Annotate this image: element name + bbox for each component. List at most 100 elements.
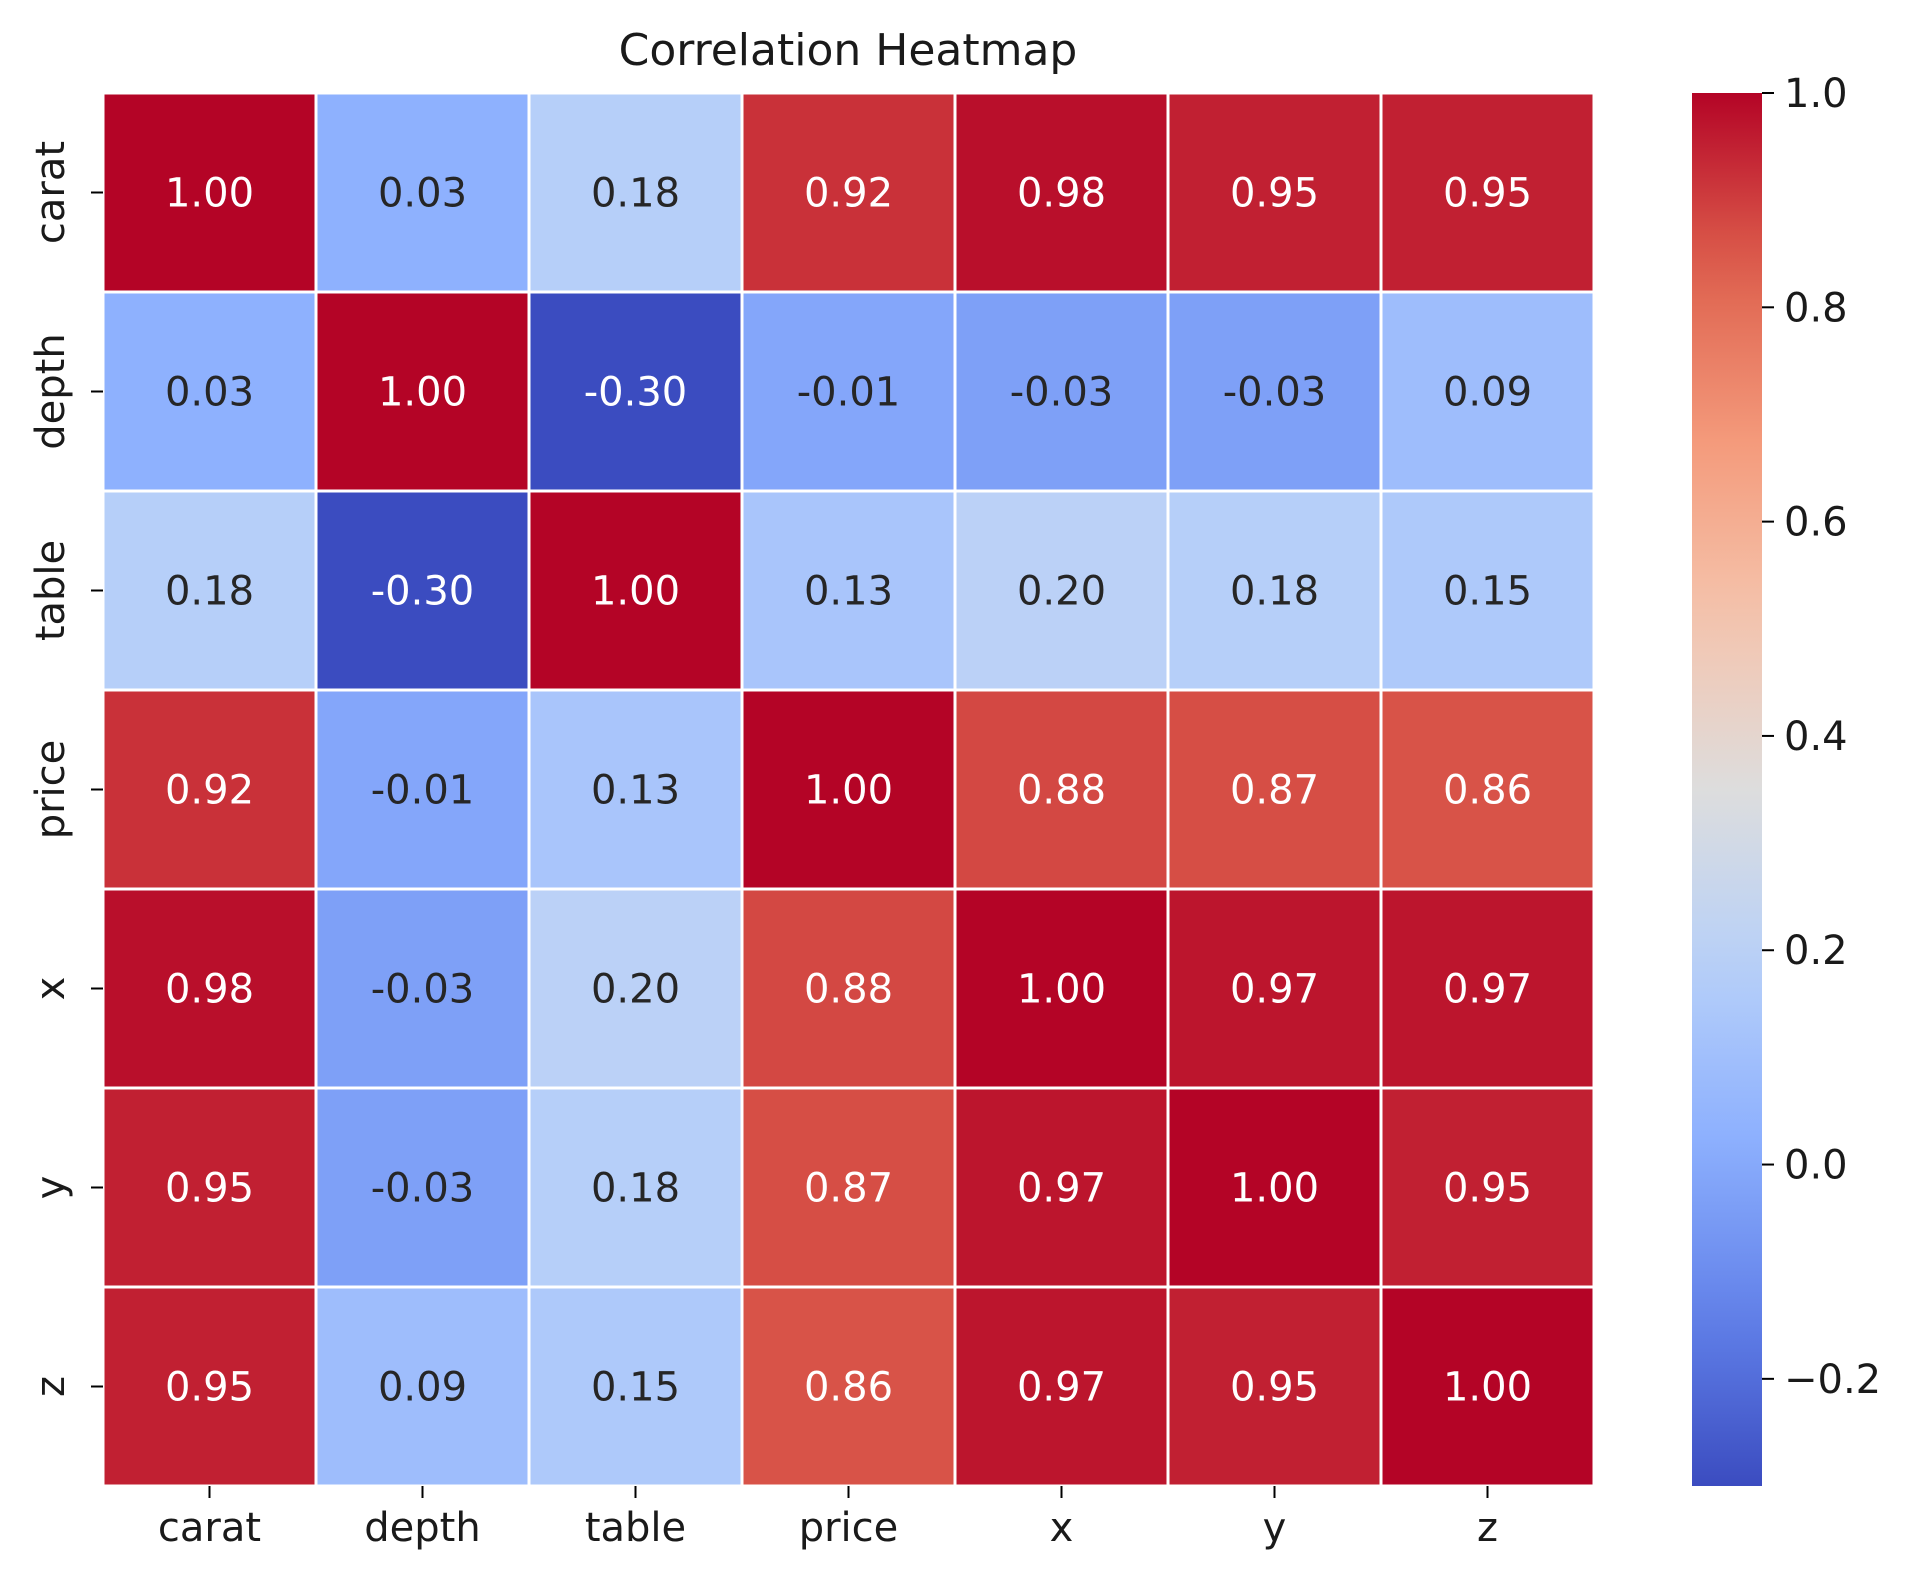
colorbar-tick-label: 0.0 bbox=[1784, 1143, 1848, 1189]
heatmap-cell bbox=[1379, 688, 1596, 891]
colorbar: −0.2 0.0 0.2 0.4 0.6 0.8 1.0 bbox=[1692, 71, 1881, 1486]
heatmap-cell bbox=[101, 688, 318, 891]
colorbar-tick-label: 1.0 bbox=[1784, 71, 1848, 117]
heatmap-cell bbox=[953, 1086, 1170, 1289]
cell-value-label: 0.97 bbox=[1017, 1166, 1106, 1212]
cell-value-label: 1.00 bbox=[165, 171, 254, 217]
cell-value-label: 0.18 bbox=[591, 171, 680, 217]
cell-value-label: 0.95 bbox=[1443, 1166, 1532, 1212]
cell-value-label: -0.30 bbox=[584, 370, 688, 416]
cell-value-label: 1.00 bbox=[1443, 1365, 1532, 1411]
x-tick-label: carat bbox=[158, 1505, 261, 1551]
heatmap-cell bbox=[527, 91, 744, 294]
cell-value-label: 1.00 bbox=[804, 768, 893, 814]
heatmap-cell bbox=[953, 489, 1170, 692]
cell-value-label: 0.92 bbox=[804, 171, 893, 217]
heatmap-cell bbox=[1379, 1086, 1596, 1289]
cell-value-label: 0.03 bbox=[378, 171, 467, 217]
cell-value-label: 0.15 bbox=[591, 1365, 680, 1411]
cell-value-label: 0.97 bbox=[1230, 967, 1319, 1013]
heatmap-cell bbox=[740, 489, 957, 692]
heatmap-cell bbox=[1379, 489, 1596, 692]
cell-value-label: 1.00 bbox=[378, 370, 467, 416]
x-tick-label: price bbox=[799, 1505, 899, 1551]
heatmap-cell bbox=[740, 1086, 957, 1289]
heatmap-cell bbox=[314, 489, 531, 692]
y-tick-label: z bbox=[28, 1376, 74, 1397]
heatmap-cell bbox=[1379, 1285, 1596, 1488]
cell-value-label: 0.13 bbox=[591, 768, 680, 814]
cell-value-label: 0.09 bbox=[378, 1365, 467, 1411]
colorbar-gradient bbox=[1692, 93, 1762, 1486]
y-tick-label: table bbox=[28, 540, 74, 641]
cell-value-label: 0.97 bbox=[1443, 967, 1532, 1013]
colorbar-tick-label: 0.6 bbox=[1784, 500, 1848, 546]
cell-value-label: 0.03 bbox=[165, 370, 254, 416]
heatmap-cell bbox=[527, 489, 744, 692]
cell-value-label: 0.97 bbox=[1017, 1365, 1106, 1411]
colorbar-tick-label: −0.2 bbox=[1784, 1357, 1881, 1403]
heatmap-cell bbox=[740, 1285, 957, 1488]
y-tick-label: y bbox=[28, 1176, 74, 1200]
x-tick-label: x bbox=[1050, 1505, 1074, 1551]
cell-value-label: 0.18 bbox=[591, 1166, 680, 1212]
x-tick-label: depth bbox=[364, 1505, 480, 1551]
heatmap-cell bbox=[101, 91, 318, 294]
y-tick-label: depth bbox=[28, 333, 74, 449]
heatmap-cell bbox=[314, 688, 531, 891]
cell-value-label: 0.95 bbox=[1230, 1365, 1319, 1411]
heatmap-cell bbox=[953, 290, 1170, 493]
cell-value-label: 0.20 bbox=[591, 967, 680, 1013]
heatmap-cell bbox=[1166, 1285, 1383, 1488]
cell-value-label: 0.86 bbox=[804, 1365, 893, 1411]
colorbar-tick-label: 0.8 bbox=[1784, 285, 1848, 331]
colorbar-tick-label: 0.4 bbox=[1784, 714, 1848, 760]
heatmap-cell bbox=[1166, 489, 1383, 692]
cell-value-label: -0.03 bbox=[371, 967, 475, 1013]
y-tick-label: x bbox=[28, 977, 74, 1001]
heatmap-cell bbox=[527, 290, 744, 493]
cell-value-label: -0.01 bbox=[371, 768, 475, 814]
heatmap-cell bbox=[1379, 290, 1596, 493]
cell-value-label: 0.95 bbox=[165, 1365, 254, 1411]
heatmap-cell bbox=[740, 91, 957, 294]
cell-value-label: -0.03 bbox=[371, 1166, 475, 1212]
cell-value-label: 0.09 bbox=[1443, 370, 1532, 416]
cell-value-label: 0.88 bbox=[1017, 768, 1106, 814]
cell-value-label: 0.20 bbox=[1017, 569, 1106, 615]
heatmap-cell bbox=[101, 887, 318, 1090]
cell-value-label: 0.95 bbox=[1443, 171, 1532, 217]
heatmap-cell bbox=[1166, 91, 1383, 294]
cell-value-label: 0.86 bbox=[1443, 768, 1532, 814]
heatmap-cell bbox=[527, 1285, 744, 1488]
cell-value-label: -0.30 bbox=[371, 569, 475, 615]
cell-value-label: 0.98 bbox=[1017, 171, 1106, 217]
cell-value-label: 0.92 bbox=[165, 768, 254, 814]
cell-value-label: 0.87 bbox=[804, 1166, 893, 1212]
cell-value-label: 0.98 bbox=[165, 967, 254, 1013]
x-axis: carat depth table price x y z bbox=[158, 1486, 1498, 1551]
cell-value-label: 0.95 bbox=[1230, 171, 1319, 217]
colorbar-tick-label: 0.2 bbox=[1784, 928, 1848, 974]
cell-value-label: 0.18 bbox=[1230, 569, 1319, 615]
chart-title: Correlation Heatmap bbox=[619, 25, 1078, 76]
heatmap-cell bbox=[314, 91, 531, 294]
heatmap-cell bbox=[527, 1086, 744, 1289]
heatmap-cell bbox=[314, 1086, 531, 1289]
heatmap-cell bbox=[953, 1285, 1170, 1488]
y-tick-label: price bbox=[28, 740, 74, 840]
heatmap-cell bbox=[101, 1285, 318, 1488]
x-tick-label: z bbox=[1477, 1505, 1498, 1551]
cell-value-label: 1.00 bbox=[1230, 1166, 1319, 1212]
cell-value-label: -0.03 bbox=[1010, 370, 1114, 416]
cell-value-label: 0.15 bbox=[1443, 569, 1532, 615]
cell-value-label: 0.18 bbox=[165, 569, 254, 615]
y-axis: carat depth table price x y z bbox=[28, 141, 103, 1397]
heatmap-cell bbox=[740, 688, 957, 891]
cell-value-label: -0.01 bbox=[797, 370, 901, 416]
cell-value-label: 0.88 bbox=[804, 967, 893, 1013]
heatmap-cell bbox=[101, 1086, 318, 1289]
x-tick-label: y bbox=[1263, 1505, 1287, 1551]
cell-value-label: 0.95 bbox=[165, 1166, 254, 1212]
